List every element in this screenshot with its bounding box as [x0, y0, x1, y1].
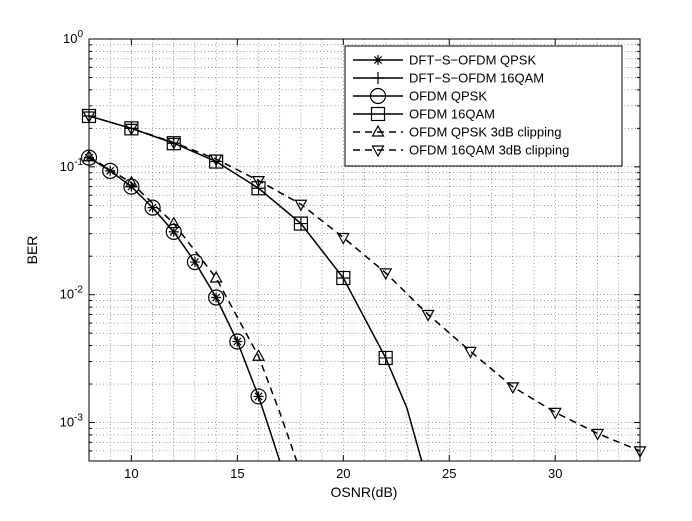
- y-axis-label: BER: [24, 236, 40, 265]
- series-6-point: [548, 407, 562, 420]
- series-6-point: [421, 309, 435, 322]
- legend-marker-6: [371, 145, 385, 158]
- series-1-point: [211, 292, 222, 303]
- series-3-point: [208, 289, 225, 306]
- series-4-point: [336, 270, 351, 286]
- series-3-point: [186, 253, 204, 271]
- series-1-point: [253, 391, 264, 402]
- series-6-point: [294, 199, 308, 212]
- legend-marker-5: [371, 124, 385, 137]
- series-6-point: [252, 176, 266, 188]
- series-5-point: [252, 348, 266, 361]
- legend-marker-4: [370, 106, 386, 122]
- series-2-point: [337, 272, 350, 285]
- series-4-point: [378, 350, 393, 366]
- series-4-point: [293, 216, 309, 231]
- x-tick-label: 10: [124, 466, 138, 481]
- legend-entry-2: DFT−S−OFDM 16QAM: [409, 71, 544, 86]
- series-6-point: [124, 123, 138, 136]
- series-1-point: [189, 257, 200, 268]
- series-1-point: [232, 336, 243, 347]
- legend-entry-6: OFDM 16QAM 3dB clipping: [409, 143, 569, 158]
- series-6-point: [463, 346, 477, 359]
- series-2-point: [294, 217, 307, 230]
- series-1-point: [168, 226, 179, 237]
- series-6-point: [336, 232, 350, 245]
- series-5-point: [124, 175, 138, 188]
- legend-marker-1: [373, 55, 383, 65]
- y-tick-label: 10-3: [60, 413, 84, 430]
- series-5-point: [167, 216, 181, 229]
- series-3-point: [123, 178, 140, 195]
- series-2-point: [252, 182, 265, 195]
- legend-box: [344, 45, 623, 167]
- plot-frame: [88, 38, 641, 462]
- series-4-point: [251, 181, 266, 196]
- series-6-point: [506, 382, 520, 395]
- legend-marker-3: [369, 87, 387, 105]
- legend-marker-2: [372, 72, 384, 84]
- series-6-point: [167, 137, 181, 150]
- x-axis-label: OSNR(dB): [331, 484, 398, 500]
- series-1-point: [147, 202, 158, 213]
- legend-entry-3: OFDM QPSK: [409, 89, 487, 104]
- legend-entry-4: OFDM 16QAM: [409, 107, 495, 122]
- x-tick-label: 25: [442, 466, 456, 481]
- series-3-point: [250, 388, 267, 405]
- series-2-point: [167, 137, 180, 150]
- series-6-point: [209, 154, 223, 167]
- series-6-point: [379, 268, 393, 281]
- legend: DFT−S−OFDM QPSK DFT−S−OFDM 16QAM OFDM QPSK…: [344, 45, 623, 167]
- x-tick-label: 15: [230, 466, 244, 481]
- series-2-point: [379, 351, 392, 364]
- series-6-point: [591, 428, 605, 441]
- y-tick-label: 100: [63, 29, 83, 46]
- x-tick-label: 20: [336, 466, 350, 481]
- legend-entry-1: DFT−S−OFDM QPSK: [409, 53, 536, 68]
- series-1-point: [105, 165, 116, 176]
- series-3-point: [165, 223, 182, 240]
- series-3-point: [144, 199, 161, 216]
- y-tick-label: 10-1: [60, 157, 84, 174]
- y-tick-label: 10-2: [60, 285, 84, 302]
- x-tick-label: 30: [548, 466, 562, 481]
- series-3-point: [102, 162, 119, 179]
- axis-ticks: 10 15 20 25 30 100 10-1 10-2 10-3: [60, 29, 640, 481]
- series-5-point: [209, 270, 223, 283]
- series-3-point: [229, 333, 246, 350]
- legend-entry-5: OFDM QPSK 3dB clipping: [409, 125, 561, 140]
